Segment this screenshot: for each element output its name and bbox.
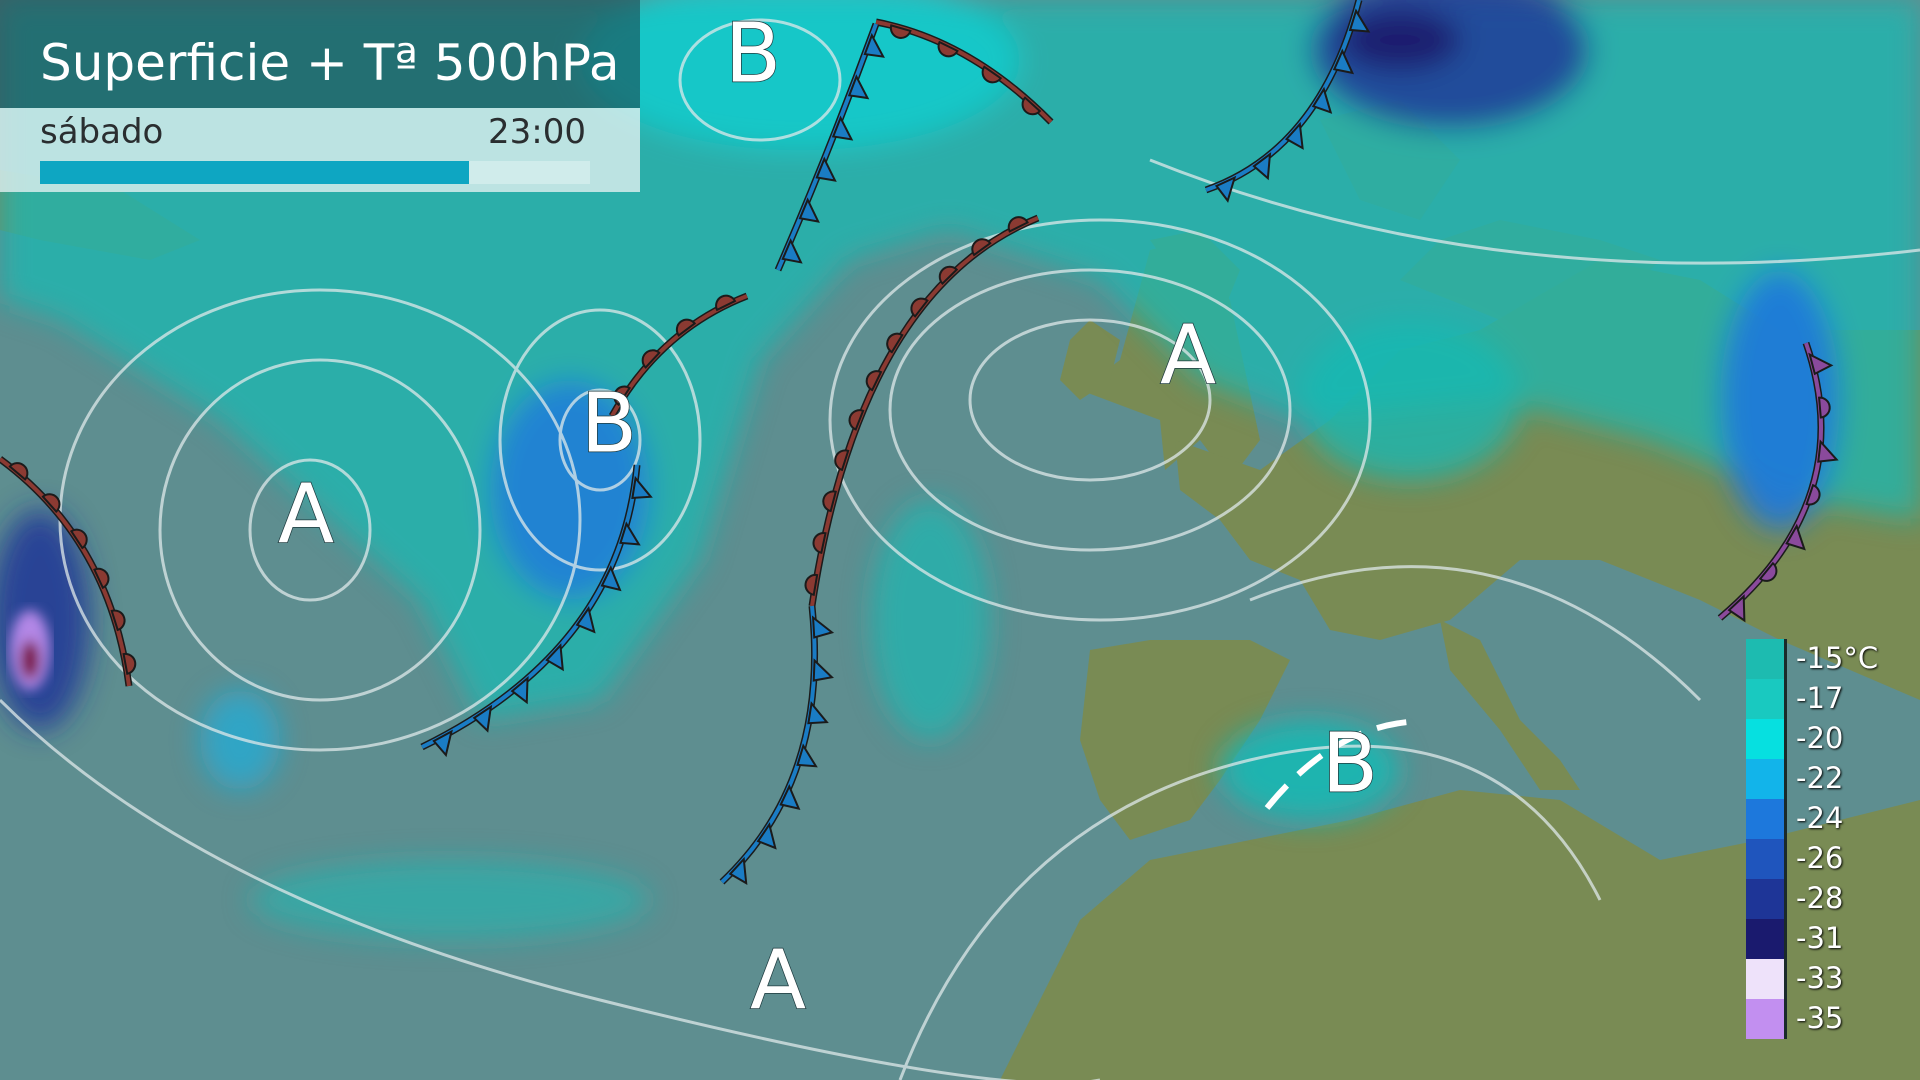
cold-front-triangle <box>1284 121 1304 150</box>
high-pressure-label: A <box>1160 308 1216 403</box>
warm-front-semicircle <box>93 567 110 590</box>
title-panel <box>0 0 640 108</box>
cold-front-triangle <box>781 238 803 264</box>
cold-front-triangle <box>815 156 837 182</box>
warm-front-semicircle <box>822 490 837 513</box>
cold-front-triangle <box>811 615 835 639</box>
legend-swatch <box>1746 879 1787 919</box>
map-title: Superficie + Tª 500hPa <box>40 34 620 92</box>
warm-front-semicircle <box>804 573 819 596</box>
cold-front-triangle <box>510 676 529 705</box>
cold-front-triangle <box>472 704 493 733</box>
legend-swatch <box>1746 919 1787 959</box>
legend-label: -33 <box>1796 961 1844 995</box>
cold-front-triangle <box>807 701 829 725</box>
cold-front-triangle <box>432 729 453 758</box>
cold-front-triangle <box>575 605 596 634</box>
isobars <box>0 18 1920 1080</box>
cold-front-triangle <box>847 74 870 100</box>
cold-front-triangle <box>831 115 854 141</box>
warm-front <box>0 457 131 687</box>
legend-label: -31 <box>1796 921 1844 955</box>
warm-front-semicircle <box>834 449 850 472</box>
warm-front-semicircle <box>715 294 737 312</box>
cold-front-triangle <box>631 475 653 500</box>
cold-front-triangle <box>619 521 641 546</box>
cold-front-triangle <box>1785 523 1806 551</box>
cold-front-triangle <box>728 856 748 886</box>
low-pressure-label: B <box>581 376 637 471</box>
day-label: sábado <box>40 112 164 152</box>
temperature-legend <box>1746 639 1787 1039</box>
legend-swatch <box>1746 999 1787 1039</box>
warm-front-semicircle <box>1817 396 1831 419</box>
cold-front-triangle <box>798 197 820 223</box>
cold-front-triangle <box>863 32 885 58</box>
cold-front-triangle <box>1311 86 1333 114</box>
warm-front-semicircle <box>812 532 827 554</box>
warm-front-semicircle <box>937 40 959 58</box>
warm-front-semicircle <box>675 318 697 337</box>
legend-swatch <box>1746 799 1787 839</box>
warm-front-semicircle <box>1805 483 1821 506</box>
warm-front-semicircle <box>641 349 661 369</box>
legend-swatch <box>1746 959 1787 999</box>
warm-front-semicircle <box>1007 215 1029 233</box>
legend-label: -26 <box>1796 841 1844 875</box>
cold-front-triangle <box>1252 152 1272 181</box>
cold-front-triangle <box>1348 8 1371 33</box>
legend-label: -15°C <box>1796 641 1879 675</box>
legend-swatch <box>1746 759 1787 799</box>
legend-swatch <box>1746 719 1787 759</box>
legend-label: -35 <box>1796 1001 1844 1035</box>
legend-label: -20 <box>1796 721 1844 755</box>
high-pressure-label: A <box>278 467 334 562</box>
cold-front-triangle <box>796 743 818 768</box>
low-pressure-label: B <box>1322 716 1378 811</box>
legend-label: -28 <box>1796 881 1844 915</box>
cold-front-triangle <box>545 643 564 672</box>
cold-front-triangle <box>756 822 777 850</box>
warm-front-semicircle <box>865 370 883 392</box>
legend-swatch <box>1746 839 1787 879</box>
cold-front-triangle <box>812 658 834 682</box>
cold-front-triangle <box>600 565 622 592</box>
legend-label: -24 <box>1796 801 1844 835</box>
legend-label: -22 <box>1796 761 1844 795</box>
warm-front-semicircle <box>981 65 1003 84</box>
trough-front <box>1264 719 1409 810</box>
timeline-progress-fill <box>40 161 469 184</box>
cold-front-triangle <box>1808 352 1834 376</box>
cold-front-triangle <box>1817 439 1839 463</box>
warm-front-semicircle <box>8 462 29 481</box>
warm-front-semicircle <box>971 238 992 257</box>
low-pressure-label: B <box>725 6 781 101</box>
warm-front-semicircle <box>110 609 126 632</box>
warm-front-semicircle <box>1758 561 1778 582</box>
warm-front-semicircle <box>848 409 865 431</box>
legend-swatch <box>1746 679 1787 719</box>
high-pressure-label: A <box>750 933 806 1028</box>
warm-front-semicircle <box>886 332 904 354</box>
warm-front-semicircle <box>122 652 137 675</box>
warm-front-semicircle <box>41 493 61 514</box>
warm-front-semicircle <box>613 385 632 407</box>
cold-front <box>421 464 639 749</box>
cold-front-triangle <box>1727 594 1746 623</box>
warm-front-semicircle <box>1021 96 1042 116</box>
cold-front-triangle <box>779 784 801 811</box>
warm-front-semicircle <box>889 24 912 39</box>
cold-front-triangle <box>1214 175 1237 203</box>
warm-front-semicircle <box>69 528 88 550</box>
time-label: 23:00 <box>488 112 586 152</box>
legend-swatch <box>1746 639 1787 679</box>
cold-front-triangle <box>1332 48 1355 75</box>
warm-front-semicircle <box>910 297 929 318</box>
pressure-labels: B B A A B A <box>277 6 1379 1030</box>
legend-label: -17 <box>1796 681 1844 715</box>
fronts <box>0 0 1839 886</box>
warm-front-semicircle <box>938 265 959 286</box>
timeline-progress[interactable] <box>40 161 590 184</box>
